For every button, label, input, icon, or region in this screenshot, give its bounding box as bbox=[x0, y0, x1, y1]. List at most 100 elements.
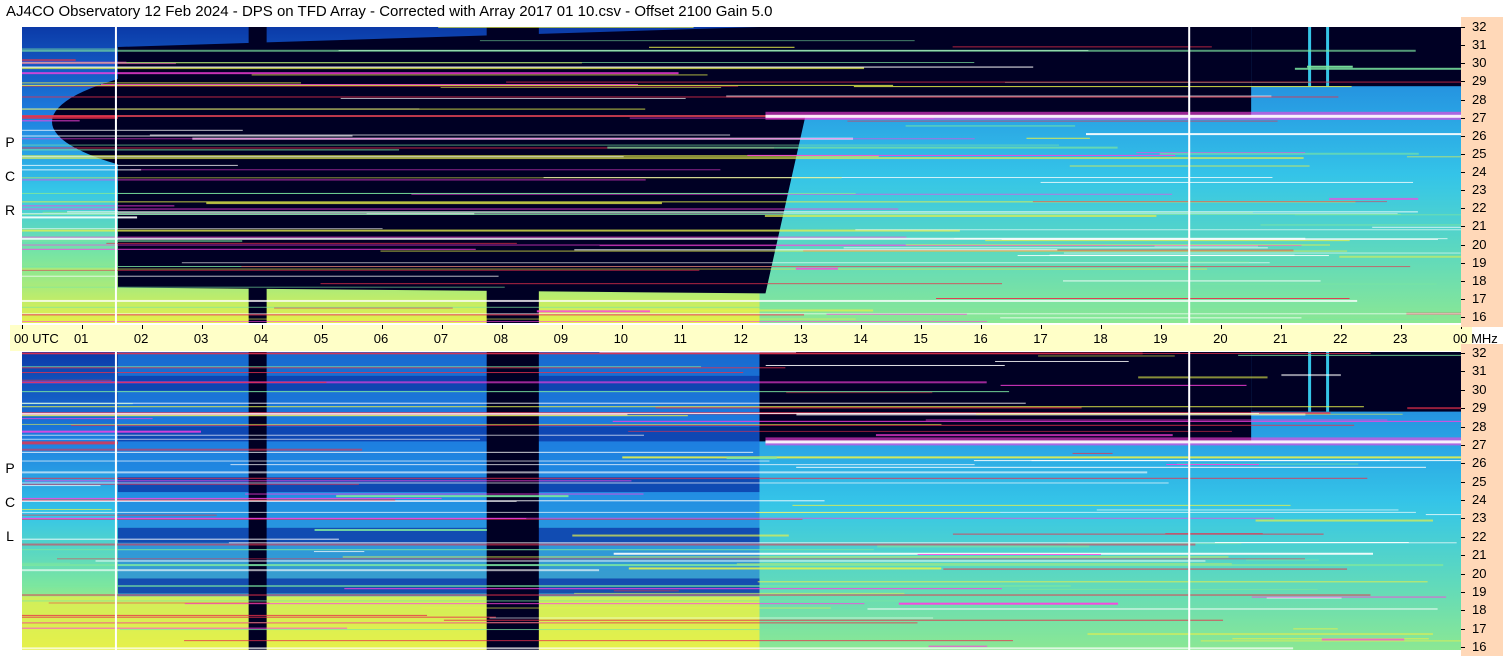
interference-line bbox=[574, 592, 905, 594]
interference-line bbox=[847, 120, 1278, 122]
time-tick-label: 02 bbox=[133, 331, 149, 346]
frequency-tick-mark bbox=[1461, 481, 1465, 483]
interference-line bbox=[313, 551, 365, 553]
light-column bbox=[1308, 27, 1312, 87]
frequency-tick-mark bbox=[1461, 628, 1465, 630]
panel-bottom-label-l: L bbox=[6, 528, 14, 544]
time-tick-mark bbox=[81, 325, 83, 329]
night-absorption bbox=[51, 50, 712, 193]
time-tick-label: 19 bbox=[1153, 331, 1168, 346]
interference-line bbox=[22, 286, 505, 288]
frequency-tick-mark bbox=[1461, 244, 1465, 246]
interference-line bbox=[22, 406, 1364, 408]
interference-line bbox=[22, 543, 1196, 546]
interference-line bbox=[747, 154, 1176, 156]
interference-line bbox=[932, 318, 1434, 320]
frequency-tick-label: 25 bbox=[1472, 145, 1487, 161]
interference-line bbox=[22, 412, 1259, 414]
cb-band-27mhz bbox=[765, 440, 1461, 444]
interference-line bbox=[22, 66, 1034, 68]
interference-line bbox=[22, 497, 442, 499]
interference-line bbox=[22, 423, 942, 425]
interference-line bbox=[826, 313, 967, 315]
frequency-tick-label: 31 bbox=[1472, 37, 1487, 53]
interference-line bbox=[22, 82, 302, 84]
interference-line bbox=[855, 229, 1461, 231]
time-tick-mark bbox=[561, 325, 563, 329]
interference-line bbox=[952, 533, 1324, 535]
interference-line bbox=[1159, 152, 1419, 155]
interference-line bbox=[22, 63, 176, 65]
interference-line bbox=[628, 430, 1232, 432]
frequency-tick-mark bbox=[1461, 444, 1465, 446]
interference-line bbox=[71, 424, 1355, 426]
interference-line bbox=[995, 360, 1129, 362]
interference-line bbox=[22, 372, 744, 374]
time-tick-label: 07 bbox=[433, 331, 449, 346]
frequency-tick-label: 24 bbox=[1472, 164, 1487, 179]
interference-line bbox=[613, 590, 679, 592]
interference-line bbox=[24, 480, 632, 482]
panel-bottom-label-c: C bbox=[4, 494, 16, 510]
interference-line bbox=[796, 466, 1426, 468]
vertical-marker bbox=[1188, 27, 1191, 323]
night-absorption bbox=[1251, 27, 1461, 87]
interference-line bbox=[314, 528, 487, 531]
frequency-tick-mark bbox=[1461, 99, 1465, 101]
interference-line bbox=[607, 146, 1118, 149]
interference-line bbox=[22, 517, 1275, 519]
interference-line bbox=[1177, 463, 1359, 465]
interference-line bbox=[22, 147, 775, 149]
frequency-tick-mark bbox=[1461, 172, 1465, 173]
interference-line bbox=[22, 434, 644, 436]
time-tick-mark bbox=[1341, 325, 1343, 329]
interference-line bbox=[1293, 628, 1338, 630]
time-tick-mark bbox=[441, 325, 443, 329]
interference-line bbox=[1200, 640, 1461, 642]
time-tick-label: 14 bbox=[853, 331, 868, 346]
time-tick-label: 05 bbox=[313, 331, 329, 346]
interference-line bbox=[22, 511, 1416, 513]
interference-line bbox=[1260, 224, 1461, 226]
interference-line bbox=[764, 214, 1157, 217]
frequency-tick-label: 17 bbox=[1472, 290, 1487, 306]
interference-line bbox=[22, 585, 1071, 588]
frequency-tick-label: 30 bbox=[1472, 381, 1487, 397]
light-column bbox=[1326, 352, 1330, 412]
interference-line bbox=[1407, 407, 1461, 410]
interference-line bbox=[130, 169, 721, 171]
interference-line bbox=[443, 619, 1224, 621]
interference-line bbox=[320, 283, 1003, 285]
interference-line bbox=[22, 236, 907, 238]
interference-line bbox=[22, 460, 770, 462]
interference-line bbox=[438, 27, 694, 29]
interference-line bbox=[622, 456, 1461, 459]
interference-line bbox=[1372, 226, 1461, 228]
frequency-tick-label: 18 bbox=[1472, 602, 1487, 618]
time-tick-mark bbox=[1461, 325, 1462, 329]
interference-line bbox=[1425, 514, 1461, 516]
interference-line bbox=[1096, 509, 1399, 511]
interference-line bbox=[22, 448, 363, 451]
interference-line bbox=[1136, 152, 1306, 154]
time-tick-label: 15 bbox=[913, 331, 928, 346]
interference-line bbox=[628, 567, 942, 570]
cb-band-27mhz bbox=[22, 115, 118, 119]
interference-line bbox=[22, 208, 899, 210]
interference-line bbox=[22, 471, 1148, 474]
interference-line bbox=[22, 352, 1143, 355]
interference-line bbox=[22, 366, 702, 368]
interference-line bbox=[1000, 317, 1302, 319]
interference-line bbox=[1192, 283, 1437, 285]
time-tick-mark bbox=[1041, 325, 1043, 329]
interference-line bbox=[22, 268, 1208, 270]
time-tick-mark bbox=[261, 325, 263, 329]
interference-line bbox=[22, 157, 1304, 160]
interference-line bbox=[22, 244, 1106, 246]
frequency-tick-mark bbox=[1461, 81, 1465, 83]
interference-line bbox=[1017, 255, 1329, 257]
interference-line bbox=[1085, 133, 1461, 136]
interference-line bbox=[366, 213, 1398, 215]
interference-line bbox=[22, 379, 112, 381]
interference-line bbox=[22, 482, 1169, 484]
